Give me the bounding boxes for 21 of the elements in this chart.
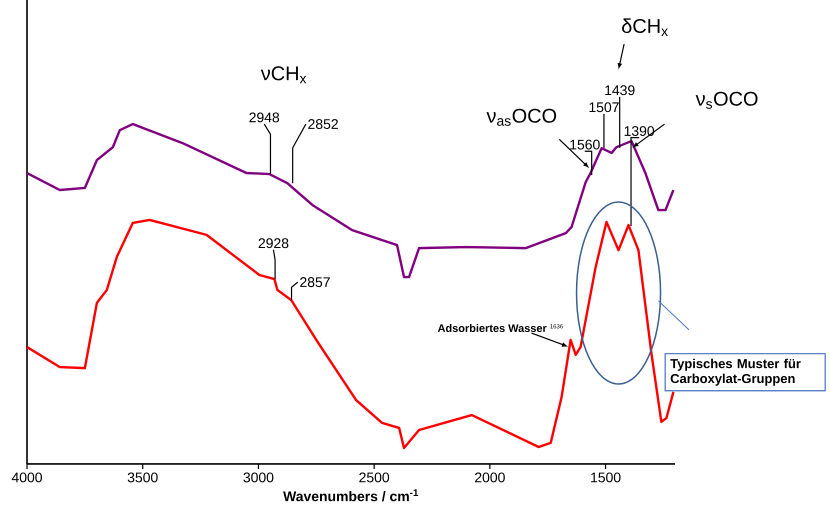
annotation: 1560	[570, 140, 600, 150]
annotation: 2857	[300, 277, 330, 288]
x-tick-label: 2500	[359, 472, 390, 482]
annotation: 2852	[308, 119, 338, 129]
annotation: 2948	[249, 112, 280, 122]
text: δCH$_{x}$	[622, 18, 668, 36]
annotation: 1439	[605, 85, 635, 96]
annotation: ν$_{as}$OCO	[486, 108, 556, 126]
x-tick-label: 4000	[12, 472, 42, 482]
text: ν$_{s}$OCO	[696, 92, 758, 109]
annotation: Adsorbiertes Wasser	[438, 324, 547, 332]
x-tick-label: 3000	[243, 472, 274, 482]
annotation: 2928	[258, 238, 288, 248]
x-tick-label: 2000	[475, 472, 505, 482]
x-tick-label: 1500	[591, 472, 621, 482]
x-axis-title: Wavenumbers / cm$^{-1}$	[283, 489, 418, 502]
annotation: 1390	[624, 126, 654, 136]
text: νCH$_{x}$	[260, 66, 306, 84]
annotation: 1507	[590, 102, 619, 112]
annotation: Typisches Muster für Carboxylat-Gruppen	[670, 358, 801, 386]
x-tick-label: 3500	[128, 472, 158, 482]
